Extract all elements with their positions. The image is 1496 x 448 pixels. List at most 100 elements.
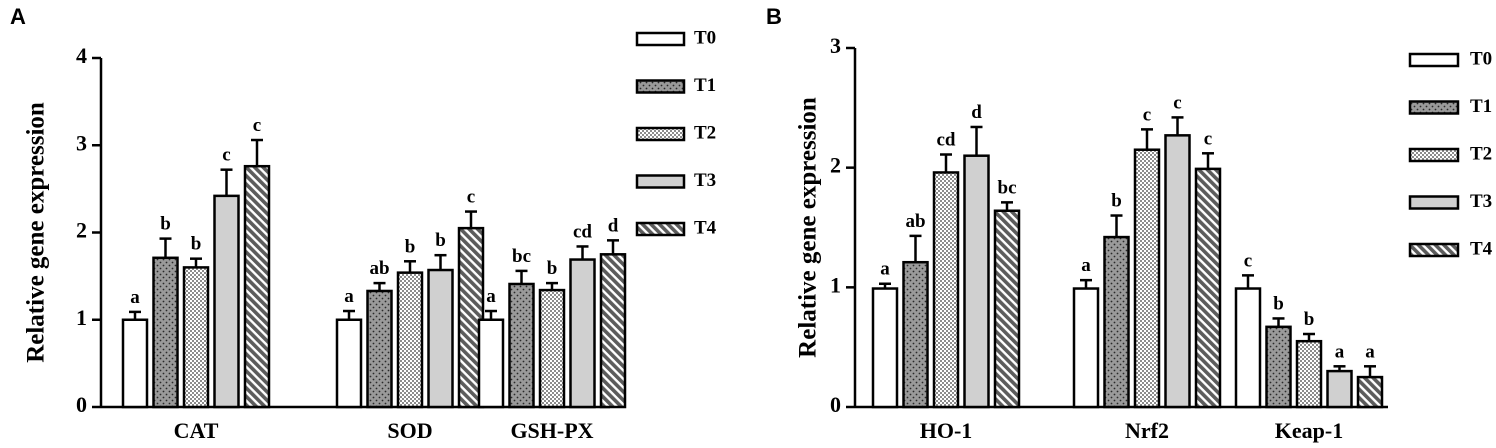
significance-letter: a (486, 286, 496, 307)
significance-letter: c (1173, 92, 1181, 113)
legend-label: T3 (694, 170, 716, 191)
bar-t2-gsh-px (538, 288, 566, 409)
legend-label: T1 (1470, 96, 1492, 117)
y-tick-label: 0 (76, 392, 87, 417)
bar-t3-ho-1 (963, 154, 990, 409)
significance-letter: ab (905, 211, 925, 232)
bar-t3-cat (213, 194, 240, 409)
significance-letter: a (880, 259, 890, 280)
significance-letter: b (547, 258, 558, 279)
bar-t4-gsh-px (599, 253, 627, 409)
significance-letter: b (1111, 191, 1122, 212)
x-category-label: CAT (174, 418, 219, 443)
y-tick-label: 3 (830, 33, 841, 58)
bar-t0-gsh-px (477, 318, 505, 409)
legend-swatch-t2 (635, 126, 686, 142)
legend-swatch-t3 (635, 174, 686, 189)
legend-swatch-t4 (1408, 242, 1460, 258)
legend-label: T4 (694, 217, 717, 238)
bar-t1-ho-1 (902, 260, 929, 409)
significance-letter: a (130, 287, 140, 308)
significance-letter: c (253, 115, 261, 136)
bar-t4-ho-1 (993, 209, 1021, 409)
bar-t4-sod (457, 226, 485, 409)
bar-t2-sod (396, 271, 424, 409)
significance-letter: c (1204, 128, 1212, 149)
bar-t2-cat (182, 266, 210, 409)
legend-label: T0 (1470, 48, 1492, 69)
bar-t1-nrf2 (1103, 235, 1130, 409)
bar-t1-gsh-px (508, 282, 535, 409)
bar-t3-keap-1 (1326, 369, 1353, 409)
significance-letter: cd (937, 130, 956, 151)
significance-letter: d (608, 215, 619, 236)
significance-letter: a (1335, 341, 1345, 362)
significance-letter: c (222, 145, 230, 166)
bar-t1-keap-1 (1265, 325, 1292, 409)
x-category-label: HO-1 (920, 418, 973, 443)
legend-label: T2 (694, 122, 716, 143)
x-category-label: GSH-PX (510, 418, 593, 443)
significance-letter: b (191, 234, 202, 255)
significance-letter: bc (512, 246, 531, 267)
significance-letter: b (160, 214, 171, 235)
bar-t3-sod (427, 268, 454, 409)
significance-letter: b (435, 230, 446, 251)
significance-letter: bc (998, 177, 1017, 198)
legend-swatch-t1 (1408, 100, 1460, 115)
significance-letter: c (1244, 250, 1252, 271)
significance-letter: c (467, 187, 475, 208)
y-tick-label: 0 (830, 392, 841, 417)
legend-label: T0 (694, 27, 716, 48)
y-tick-label: 3 (76, 130, 87, 155)
significance-letter: b (1273, 293, 1284, 314)
bar-t2-ho-1 (932, 171, 960, 409)
significance-letter: a (344, 286, 354, 307)
panel-label: A (10, 4, 26, 29)
bar-t1-cat (152, 256, 179, 409)
bar-t0-nrf2 (1072, 287, 1100, 409)
significance-letter: c (1143, 104, 1151, 125)
legend-label: T3 (1470, 191, 1492, 212)
significance-letter: d (971, 102, 982, 123)
legend-label: T1 (694, 75, 716, 96)
y-tick-label: 2 (830, 153, 841, 178)
y-tick-label: 1 (76, 305, 87, 330)
y-axis-label: Relative gene expression (795, 97, 822, 358)
y-tick-label: 4 (76, 43, 87, 68)
y-tick-label: 1 (830, 272, 841, 297)
x-category-label: Nrf2 (1125, 418, 1169, 443)
x-category-label: Keap-1 (1275, 418, 1343, 443)
significance-letter: b (1304, 309, 1315, 330)
bar-t2-keap-1 (1295, 339, 1323, 409)
significance-letter: a (1081, 255, 1091, 276)
legend-label: T2 (1470, 143, 1492, 164)
significance-letter: cd (573, 221, 592, 242)
legend-label: T4 (1470, 238, 1493, 259)
panel-label: B (766, 4, 782, 29)
legend-swatch-t3 (1408, 195, 1460, 210)
legend-swatch-t4 (635, 221, 686, 237)
bar-t2-nrf2 (1133, 148, 1161, 409)
legend-swatch-t1 (635, 79, 686, 94)
y-axis-label: Relative gene expression (23, 102, 50, 363)
bar-t3-nrf2 (1164, 134, 1191, 409)
bar-t0-keap-1 (1234, 287, 1262, 409)
bar-t0-ho-1 (871, 287, 899, 409)
bar-t4-keap-1 (1356, 375, 1384, 409)
bar-t4-nrf2 (1194, 167, 1222, 409)
significance-letter: b (405, 236, 416, 257)
bar-t4-cat (243, 164, 271, 409)
x-category-label: SOD (387, 418, 432, 443)
significance-letter: a (1365, 341, 1375, 362)
y-tick-label: 2 (76, 218, 87, 243)
legend-swatch-t0 (635, 31, 686, 47)
legend-swatch-t2 (1408, 147, 1460, 163)
bar-t3-gsh-px (569, 258, 596, 409)
bar-t0-cat (121, 318, 149, 409)
bar-t0-sod (335, 318, 363, 409)
bar-t1-sod (366, 289, 393, 409)
